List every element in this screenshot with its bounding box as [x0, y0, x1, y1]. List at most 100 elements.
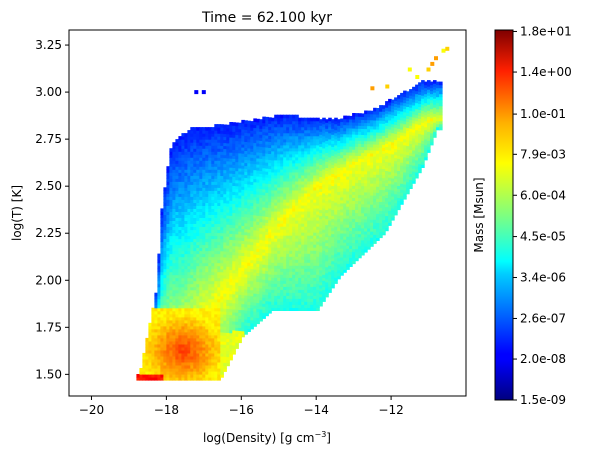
heatmap-cell	[322, 241, 326, 245]
heatmap-cell	[313, 183, 317, 188]
heatmap-cell	[172, 337, 176, 342]
heatmap-cell	[289, 202, 293, 206]
heatmap-cell	[154, 352, 158, 357]
heatmap-cell	[199, 232, 203, 237]
heatmap-cell	[214, 178, 218, 182]
heatmap-cell	[271, 217, 275, 221]
heatmap-cell	[157, 262, 161, 267]
heatmap-cell	[184, 286, 188, 291]
heatmap-cell	[358, 158, 362, 162]
heatmap-cell	[205, 277, 209, 282]
heatmap-cell	[295, 183, 299, 188]
heatmap-cell	[205, 331, 209, 336]
heatmap-cell	[175, 190, 179, 194]
heatmap-cell	[190, 217, 194, 221]
heatmap-cell	[355, 191, 359, 195]
heatmap-cell	[148, 365, 152, 369]
heatmap-cell	[364, 224, 368, 229]
heatmap-cell	[337, 212, 341, 217]
heatmap-cell	[337, 242, 341, 247]
heatmap-cell	[283, 241, 287, 245]
heatmap-cell	[259, 227, 263, 232]
heatmap-cell	[166, 343, 170, 348]
heatmap-cell	[262, 149, 266, 154]
heatmap-cell	[253, 256, 257, 261]
heatmap-cell	[199, 217, 203, 221]
heatmap-cell	[370, 237, 374, 241]
heatmap-cell	[193, 178, 197, 182]
heatmap-cell	[226, 233, 230, 237]
heatmap-cell	[244, 270, 248, 275]
heatmap-cell	[184, 331, 188, 336]
heatmap-cell	[337, 155, 341, 159]
heatmap-cell	[289, 147, 293, 152]
heatmap-cell	[166, 193, 170, 197]
heatmap-cell	[205, 208, 209, 212]
heatmap-cell	[286, 141, 290, 146]
heatmap-cell	[280, 135, 284, 140]
heatmap-cell	[259, 143, 263, 147]
heatmap-cell	[307, 159, 311, 164]
heatmap-cell	[205, 292, 209, 297]
heatmap-cell	[235, 149, 239, 154]
heatmap-cell	[169, 313, 173, 318]
heatmap-cell	[250, 133, 254, 137]
heatmap-cell	[196, 346, 200, 351]
heatmap-cell	[190, 127, 194, 131]
heatmap-cell	[169, 292, 173, 297]
heatmap-cell	[205, 133, 209, 137]
heatmap-cell	[238, 327, 242, 331]
heatmap-cell	[211, 199, 215, 203]
heatmap-cell	[229, 230, 233, 234]
heatmap-cell	[253, 142, 257, 147]
heatmap-cell	[337, 182, 341, 186]
heatmap-cell	[277, 301, 281, 305]
heatmap-cell	[301, 117, 305, 122]
heatmap-cell	[247, 304, 251, 308]
heatmap-cell	[325, 221, 329, 226]
heatmap-cell	[157, 343, 161, 348]
heatmap-cell	[205, 361, 209, 366]
heatmap-cell	[289, 177, 293, 182]
heatmap-cell	[277, 277, 281, 281]
heatmap-cell	[235, 173, 239, 178]
heatmap-cell	[208, 283, 212, 288]
heatmap-cell	[241, 138, 245, 142]
heatmap-cell	[223, 365, 227, 369]
heatmap-cell	[238, 122, 242, 127]
heatmap-cell	[229, 128, 233, 132]
heatmap-cell	[343, 227, 347, 231]
heatmap-cell	[280, 307, 284, 311]
heatmap-cell	[346, 251, 350, 255]
heatmap-cell	[202, 250, 206, 255]
heatmap-cell	[211, 365, 215, 369]
heatmap-cell	[211, 196, 215, 200]
heatmap-cell	[361, 236, 365, 241]
heatmap-cell	[289, 277, 293, 281]
heatmap-cell	[328, 174, 332, 179]
heatmap-cell	[151, 374, 155, 378]
heatmap-cell	[181, 247, 185, 252]
heatmap-cell	[226, 178, 230, 183]
heatmap-cell	[253, 259, 257, 264]
heatmap-cell	[235, 176, 239, 181]
heatmap-cell	[151, 371, 155, 375]
heatmap-cell	[256, 185, 260, 189]
heatmap-cell	[262, 161, 266, 166]
heatmap-cell	[250, 148, 254, 152]
heatmap-cell	[259, 302, 263, 307]
heatmap-cell	[241, 177, 245, 181]
heatmap-cell	[373, 156, 377, 160]
heatmap-cell	[319, 128, 323, 132]
heatmap-cell	[172, 277, 176, 282]
heatmap-cell	[292, 199, 296, 203]
heatmap-cell	[310, 262, 314, 266]
heatmap-cell	[196, 184, 200, 188]
heatmap-cell	[328, 138, 332, 143]
heatmap-cell	[166, 250, 170, 255]
heatmap-cell	[232, 218, 236, 223]
heatmap-cell	[313, 256, 317, 260]
heatmap-cell	[196, 148, 200, 152]
heatmap-cell	[298, 235, 302, 239]
heatmap-cell	[295, 165, 299, 170]
